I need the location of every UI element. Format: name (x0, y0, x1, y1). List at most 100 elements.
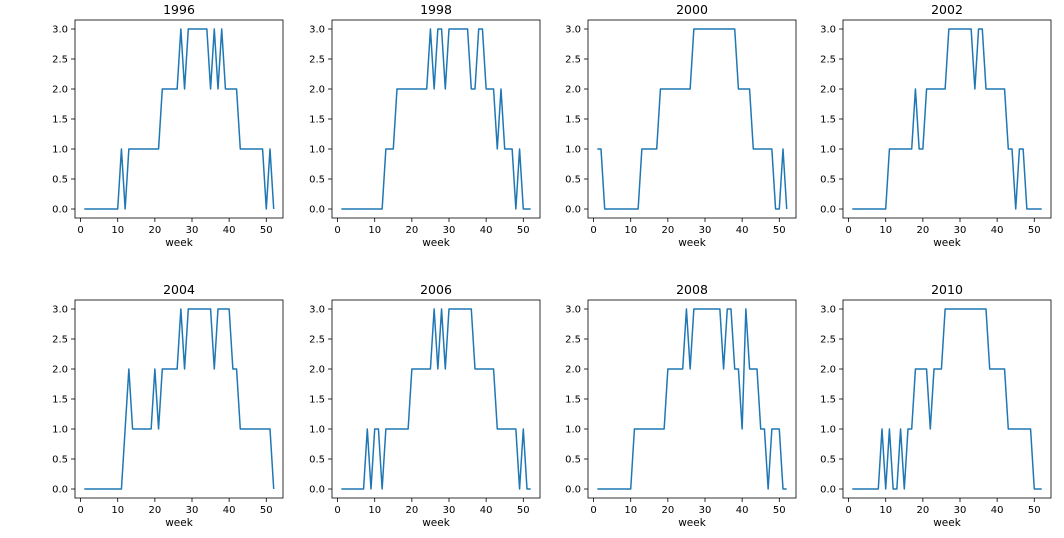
y-tick-label: 0.5 (820, 175, 836, 186)
y-tick-label: 3.0 (820, 25, 836, 36)
y-tick-label: 0.5 (52, 175, 68, 186)
series-line (84, 308, 275, 490)
series-line (852, 28, 1042, 210)
y-tick-label: 1.5 (820, 115, 836, 126)
x-tick-label: 20 (148, 225, 161, 236)
y-tick-label: 2.0 (309, 365, 325, 376)
x-axis-label: week (678, 517, 707, 529)
y-tick-label: 1.0 (52, 425, 68, 436)
y-tick-label: 0.0 (565, 485, 581, 496)
series-line (852, 308, 1042, 490)
x-tick-label: 20 (916, 225, 929, 236)
x-tick-label: 10 (111, 225, 124, 236)
x-axis-label: week (165, 237, 194, 249)
y-tick-label: 2.5 (52, 335, 68, 346)
x-tick-label: 0 (845, 505, 851, 516)
axes-frame (331, 299, 541, 499)
chart-panel: 2004 0.0 0.5 1.0 1.5 2.0 2.5 3.0 0 10 20 30 40 50 week (52, 282, 284, 529)
y-tick-label: 1.0 (309, 425, 325, 436)
y-tick-label: 1.5 (565, 395, 581, 406)
y-tick-label: 2.5 (820, 55, 836, 66)
x-tick-label: 10 (624, 505, 637, 516)
series-line (84, 28, 275, 210)
x-tick-label: 30 (699, 505, 712, 516)
chart-panel: 1998 0.0 0.5 1.0 1.5 2.0 2.5 3.0 0 10 20 30 40 50 week (309, 2, 541, 249)
y-tick-label: 3.0 (52, 25, 68, 36)
y-tick-label: 0.0 (52, 485, 68, 496)
x-tick-label: 20 (405, 225, 418, 236)
y-tick-label: 1.0 (52, 145, 68, 156)
y-tick-label: 0.0 (309, 485, 325, 496)
y-tick-label: 2.5 (309, 335, 325, 346)
x-tick-label: 30 (186, 225, 199, 236)
x-tick-label: 50 (260, 505, 273, 516)
y-tick-label: 1.0 (820, 145, 836, 156)
y-tick-label: 3.0 (820, 305, 836, 316)
x-tick-label: 50 (517, 505, 530, 516)
y-tick-label: 2.0 (309, 85, 325, 96)
y-tick-label: 0.0 (820, 205, 836, 216)
x-tick-label: 40 (480, 505, 493, 516)
chart-title: 1998 (420, 2, 452, 17)
chart-panel: 2006 0.0 0.5 1.0 1.5 2.0 2.5 3.0 0 10 20 30 40 50 week (309, 282, 541, 529)
series-line (341, 28, 531, 210)
axes-frame (587, 19, 797, 219)
y-tick-label: 3.0 (565, 305, 581, 316)
y-tick-label: 0.5 (309, 175, 325, 186)
x-tick-label: 20 (916, 505, 929, 516)
series-line (341, 308, 531, 490)
x-tick-label: 40 (736, 225, 749, 236)
x-tick-label: 20 (405, 505, 418, 516)
x-tick-label: 0 (590, 225, 596, 236)
y-tick-label: 0.5 (565, 175, 581, 186)
x-tick-label: 50 (260, 225, 273, 236)
chart-panel: 2002 0.0 0.5 1.0 1.5 2.0 2.5 3.0 0 10 20 30 40 50 week (820, 2, 1052, 249)
x-tick-label: 0 (334, 505, 340, 516)
y-tick-label: 1.0 (565, 425, 581, 436)
y-tick-label: 1.5 (309, 395, 325, 406)
x-tick-label: 50 (773, 505, 786, 516)
chart-panel: 1996 0.0 0.5 1.0 1.5 2.0 2.5 3.0 0 10 20 30 40 50 week (52, 2, 284, 249)
y-tick-label: 2.0 (52, 365, 68, 376)
y-tick-label: 1.5 (309, 115, 325, 126)
x-tick-label: 0 (77, 505, 83, 516)
x-tick-label: 10 (368, 225, 381, 236)
x-tick-label: 10 (879, 505, 892, 516)
y-tick-label: 1.5 (52, 395, 68, 406)
series-line (597, 308, 787, 490)
y-tick-label: 2.5 (565, 55, 581, 66)
x-tick-label: 40 (223, 225, 236, 236)
x-axis-label: week (678, 237, 707, 249)
x-tick-label: 0 (334, 225, 340, 236)
y-tick-label: 2.5 (309, 55, 325, 66)
y-tick-label: 1.5 (52, 115, 68, 126)
x-tick-label: 30 (699, 225, 712, 236)
y-tick-label: 1.0 (565, 145, 581, 156)
x-tick-label: 30 (954, 225, 967, 236)
chart-title: 2000 (676, 2, 708, 17)
x-tick-label: 50 (773, 225, 786, 236)
y-tick-label: 1.5 (820, 395, 836, 406)
x-tick-label: 30 (443, 505, 456, 516)
chart-panel: 2008 0.0 0.5 1.0 1.5 2.0 2.5 3.0 0 10 20 30 40 50 week (565, 282, 797, 529)
y-tick-label: 0.5 (820, 455, 836, 466)
chart-panel: 2000 0.0 0.5 1.0 1.5 2.0 2.5 3.0 0 10 20 30 40 50 week (565, 2, 797, 249)
x-tick-label: 20 (661, 505, 674, 516)
series-line (597, 28, 788, 210)
axes-frame (331, 19, 541, 219)
y-tick-label: 1.5 (565, 115, 581, 126)
x-axis-label: week (165, 517, 194, 529)
y-tick-label: 2.0 (52, 85, 68, 96)
y-tick-label: 2.0 (565, 365, 581, 376)
x-tick-label: 30 (186, 505, 199, 516)
y-tick-label: 0.5 (309, 455, 325, 466)
x-tick-label: 50 (1028, 505, 1041, 516)
chart-panel: 2010 0.0 0.5 1.0 1.5 2.0 2.5 3.0 0 10 20 30 40 50 week (820, 282, 1052, 529)
chart-title: 2006 (420, 282, 452, 297)
y-tick-label: 2.5 (52, 55, 68, 66)
y-tick-label: 3.0 (309, 305, 325, 316)
axes-frame (842, 299, 1052, 499)
x-tick-label: 20 (148, 505, 161, 516)
axes-frame (74, 299, 284, 499)
chart-title: 2004 (163, 282, 195, 297)
